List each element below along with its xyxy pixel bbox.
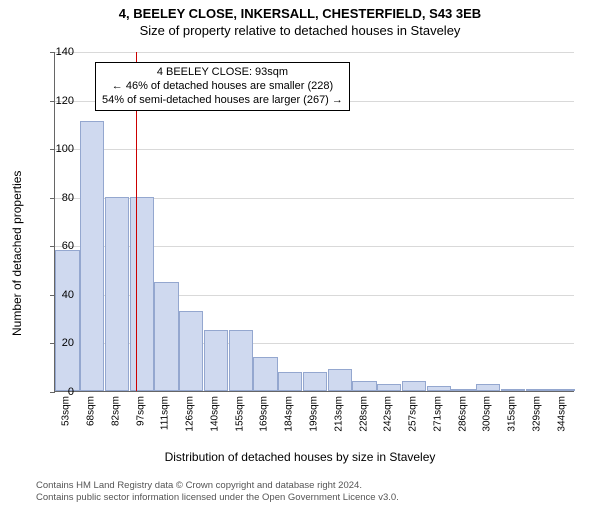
xtick-label: 286sqm [457,396,468,432]
xtick-label: 82sqm [110,396,121,426]
bar [179,311,203,391]
chart-title-address: 4, BEELEY CLOSE, INKERSALL, CHESTERFIELD… [0,6,600,21]
xtick-label: 126sqm [185,396,196,432]
ytick-label: 140 [34,46,74,58]
xtick-label: 344sqm [556,396,567,432]
bar [154,282,178,391]
footer-line2: Contains public sector information licen… [36,492,399,503]
bar [526,389,550,391]
bar [253,357,277,391]
xtick-label: 315sqm [507,396,518,432]
bar [328,369,352,391]
ytick-label: 60 [34,240,74,252]
ytick-label: 80 [34,192,74,204]
chart-title-desc: Size of property relative to detached ho… [0,23,600,38]
bar [476,384,500,391]
plot-area: 4 BEELEY CLOSE: 93sqm← 46% of detached h… [54,52,574,392]
bar [427,386,451,391]
bar [105,197,129,391]
annotation-line2: ← 46% of detached houses are smaller (22… [102,80,343,94]
bar [80,121,104,391]
chart-area: 4 BEELEY CLOSE: 93sqm← 46% of detached h… [54,52,574,422]
bar [229,330,253,391]
xtick-label: 97sqm [135,396,146,426]
bar [501,389,525,391]
bar [451,389,475,391]
ytick-label: 100 [34,143,74,155]
xtick-label: 169sqm [259,396,270,432]
bar [278,372,302,391]
footer-line1: Contains HM Land Registry data © Crown c… [36,480,399,491]
ytick-label: 120 [34,95,74,107]
xtick-label: 242sqm [383,396,394,432]
bar [204,330,228,391]
y-axis-label: Number of detached properties [10,171,24,336]
xtick-label: 155sqm [234,396,245,432]
bar [550,389,574,391]
xtick-label: 68sqm [86,396,97,426]
bar [352,381,376,391]
xtick-label: 184sqm [284,396,295,432]
xtick-label: 199sqm [309,396,320,432]
xtick-label: 329sqm [531,396,542,432]
gridline [55,52,574,53]
xtick-label: 228sqm [358,396,369,432]
ytick-label: 0 [34,386,74,398]
bar [402,381,426,391]
gridline [55,149,574,150]
xtick-label: 213sqm [333,396,344,432]
xtick-label: 140sqm [209,396,220,432]
bar [55,250,79,391]
annotation-line3: 54% of semi-detached houses are larger (… [102,94,343,108]
xtick-label: 111sqm [160,396,171,430]
ytick-label: 40 [34,289,74,301]
xtick-label: 257sqm [408,396,419,432]
xtick-label: 271sqm [432,396,443,432]
annotation-box: 4 BEELEY CLOSE: 93sqm← 46% of detached h… [95,62,350,111]
bar [377,384,401,391]
bar [303,372,327,391]
annotation-line1: 4 BEELEY CLOSE: 93sqm [102,66,343,80]
bar [130,197,154,391]
ytick-label: 20 [34,337,74,349]
xtick-label: 300sqm [482,396,493,432]
xtick-label: 53sqm [61,396,72,426]
x-axis-label: Distribution of detached houses by size … [0,450,600,464]
